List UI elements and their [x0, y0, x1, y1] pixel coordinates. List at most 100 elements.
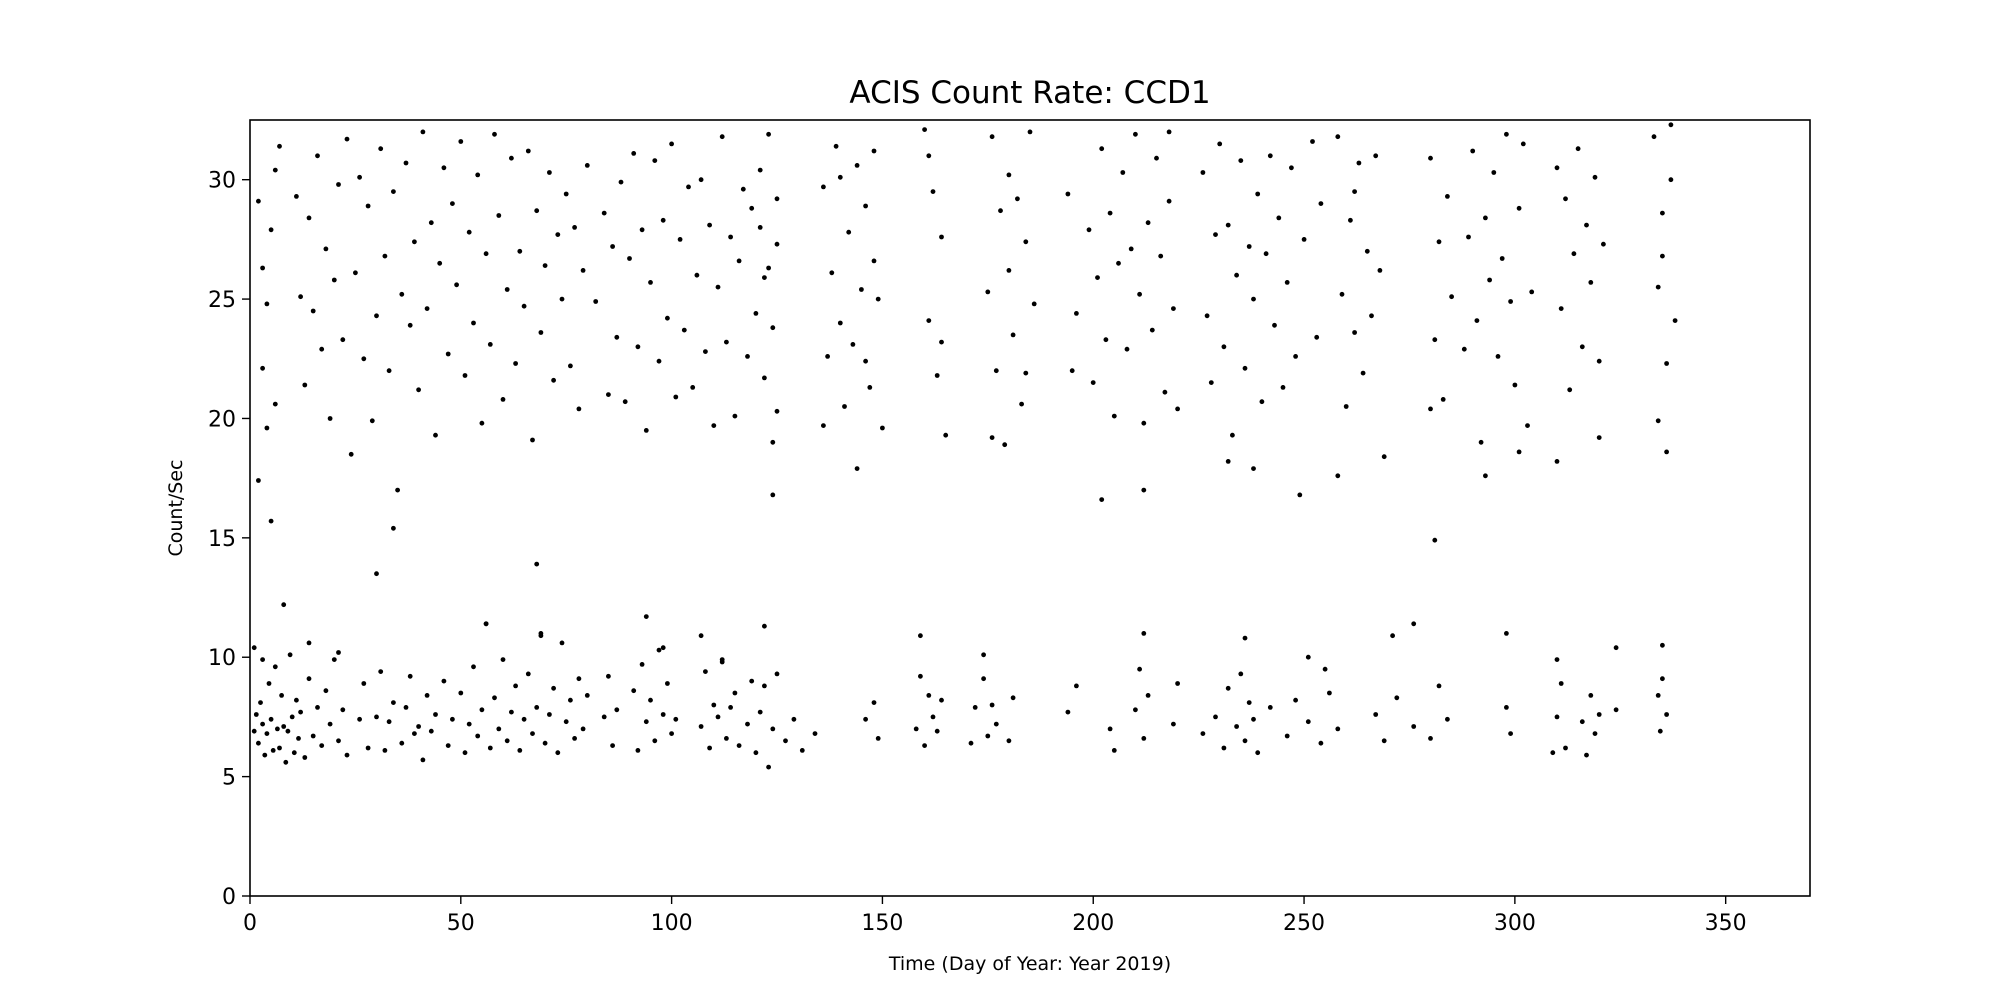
data-point — [331, 657, 337, 662]
data-point — [783, 738, 788, 744]
data-point — [1588, 280, 1594, 285]
data-point — [1175, 681, 1180, 686]
data-point — [1381, 454, 1387, 460]
data-point — [943, 432, 949, 438]
data-point — [251, 645, 257, 651]
data-point — [1428, 736, 1433, 741]
data-point — [521, 303, 527, 309]
data-point — [504, 287, 510, 292]
x-tick-label: 50 — [447, 911, 475, 936]
data-point — [1440, 397, 1446, 402]
data-point — [1554, 459, 1560, 464]
data-point — [732, 413, 738, 419]
data-point — [1558, 681, 1564, 686]
data-point — [395, 487, 400, 493]
data-point — [260, 721, 265, 727]
data-point — [391, 189, 396, 195]
data-point — [458, 690, 464, 696]
data-point — [854, 163, 860, 168]
data-point — [517, 248, 523, 254]
data-point — [433, 712, 438, 717]
data-point — [669, 141, 674, 147]
data-point — [1529, 289, 1535, 295]
data-point — [648, 280, 653, 285]
data-point — [428, 220, 434, 226]
data-point — [1002, 442, 1008, 448]
data-point — [774, 408, 780, 414]
data-point — [749, 678, 755, 684]
data-point — [993, 368, 999, 374]
data-point — [1166, 198, 1172, 204]
data-point — [1575, 146, 1581, 152]
data-point — [266, 681, 272, 686]
data-point — [1137, 666, 1142, 672]
data-point — [610, 244, 615, 249]
data-point — [643, 428, 649, 433]
data-point — [1208, 380, 1214, 385]
data-point — [1504, 705, 1509, 710]
data-point — [1651, 134, 1657, 140]
data-point — [732, 690, 738, 696]
data-point — [555, 232, 561, 238]
data-point — [665, 681, 670, 686]
scatter-points — [251, 122, 1678, 770]
data-point — [799, 748, 805, 753]
data-point — [1483, 473, 1488, 479]
data-point — [500, 397, 506, 402]
data-point — [1613, 645, 1619, 651]
data-point — [264, 425, 270, 431]
data-point — [424, 306, 430, 311]
data-point — [369, 418, 375, 424]
data-point — [993, 721, 999, 727]
data-point — [253, 712, 259, 717]
data-point — [1655, 693, 1661, 698]
data-point — [669, 731, 674, 736]
data-point — [555, 750, 561, 756]
data-point — [1251, 296, 1256, 302]
data-point — [1149, 327, 1155, 333]
data-point — [492, 131, 497, 137]
data-point — [1394, 695, 1400, 701]
data-point — [989, 134, 995, 140]
data-point — [1672, 318, 1678, 323]
data-point — [1200, 170, 1206, 175]
data-point — [407, 673, 413, 679]
data-point — [496, 726, 502, 732]
data-point — [277, 745, 282, 751]
data-point — [821, 184, 826, 190]
data-point — [1305, 719, 1311, 725]
data-point — [378, 146, 384, 152]
data-point — [530, 437, 535, 443]
x-tick-label: 250 — [1283, 911, 1325, 936]
data-point — [386, 719, 392, 725]
y-axis: 0 5 10 15 20 25 30 — [208, 169, 250, 910]
data-point — [871, 148, 877, 154]
data-point — [1238, 671, 1244, 677]
data-point — [1242, 738, 1248, 744]
data-point — [1111, 748, 1117, 753]
data-point — [1487, 277, 1492, 283]
data-point — [1225, 222, 1231, 228]
data-point — [1436, 683, 1442, 689]
data-point — [1267, 705, 1273, 710]
data-point — [1107, 726, 1113, 732]
plot-frame — [249, 119, 1811, 897]
data-point — [989, 435, 995, 440]
data-point — [576, 676, 582, 682]
data-point — [631, 688, 637, 694]
data-point — [652, 158, 658, 164]
data-point — [770, 726, 776, 732]
data-point — [1015, 196, 1020, 202]
data-point — [1221, 745, 1227, 751]
data-point — [833, 143, 839, 149]
data-point — [270, 748, 276, 753]
data-point — [601, 210, 607, 216]
data-point — [1657, 728, 1663, 734]
data-point — [1272, 322, 1277, 328]
data-point — [660, 217, 666, 223]
data-point — [1267, 153, 1273, 159]
data-point — [504, 738, 510, 744]
data-point — [547, 712, 552, 717]
data-point — [1175, 406, 1180, 412]
data-point — [926, 153, 932, 159]
